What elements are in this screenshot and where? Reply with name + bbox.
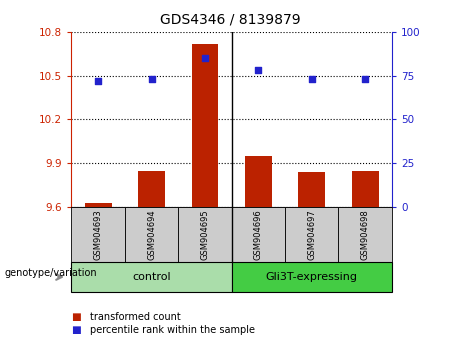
Bar	[71, 262, 231, 292]
Point	[148, 76, 155, 82]
Text: percentile rank within the sample: percentile rank within the sample	[90, 325, 255, 335]
Text: GSM904696: GSM904696	[254, 209, 263, 260]
Point	[308, 76, 315, 82]
Text: GSM904698: GSM904698	[361, 209, 370, 260]
Bar	[85, 203, 112, 207]
Text: ■: ■	[71, 312, 81, 322]
Point	[361, 76, 369, 82]
Bar	[338, 207, 392, 262]
Text: GSM904695: GSM904695	[201, 209, 209, 260]
Bar	[138, 171, 165, 207]
Text: transformed count: transformed count	[90, 312, 181, 322]
Text: control: control	[132, 272, 171, 282]
Bar	[298, 172, 325, 207]
Text: GSM904697: GSM904697	[307, 209, 316, 260]
Bar	[352, 171, 378, 207]
Bar	[231, 262, 392, 292]
Point	[201, 55, 209, 61]
Text: GDS4346 / 8139879: GDS4346 / 8139879	[160, 12, 301, 27]
Text: ■: ■	[71, 325, 81, 335]
Bar	[231, 207, 285, 262]
Text: Gli3T-expressing: Gli3T-expressing	[266, 272, 358, 282]
Bar	[245, 156, 272, 207]
Bar	[285, 207, 338, 262]
Text: GSM904693: GSM904693	[94, 209, 103, 260]
Bar	[192, 44, 219, 207]
Bar	[125, 207, 178, 262]
Point	[254, 68, 262, 73]
Text: GSM904694: GSM904694	[147, 209, 156, 260]
Bar	[71, 207, 125, 262]
Text: genotype/variation: genotype/variation	[5, 268, 97, 279]
Bar	[178, 207, 231, 262]
Point	[95, 78, 102, 84]
